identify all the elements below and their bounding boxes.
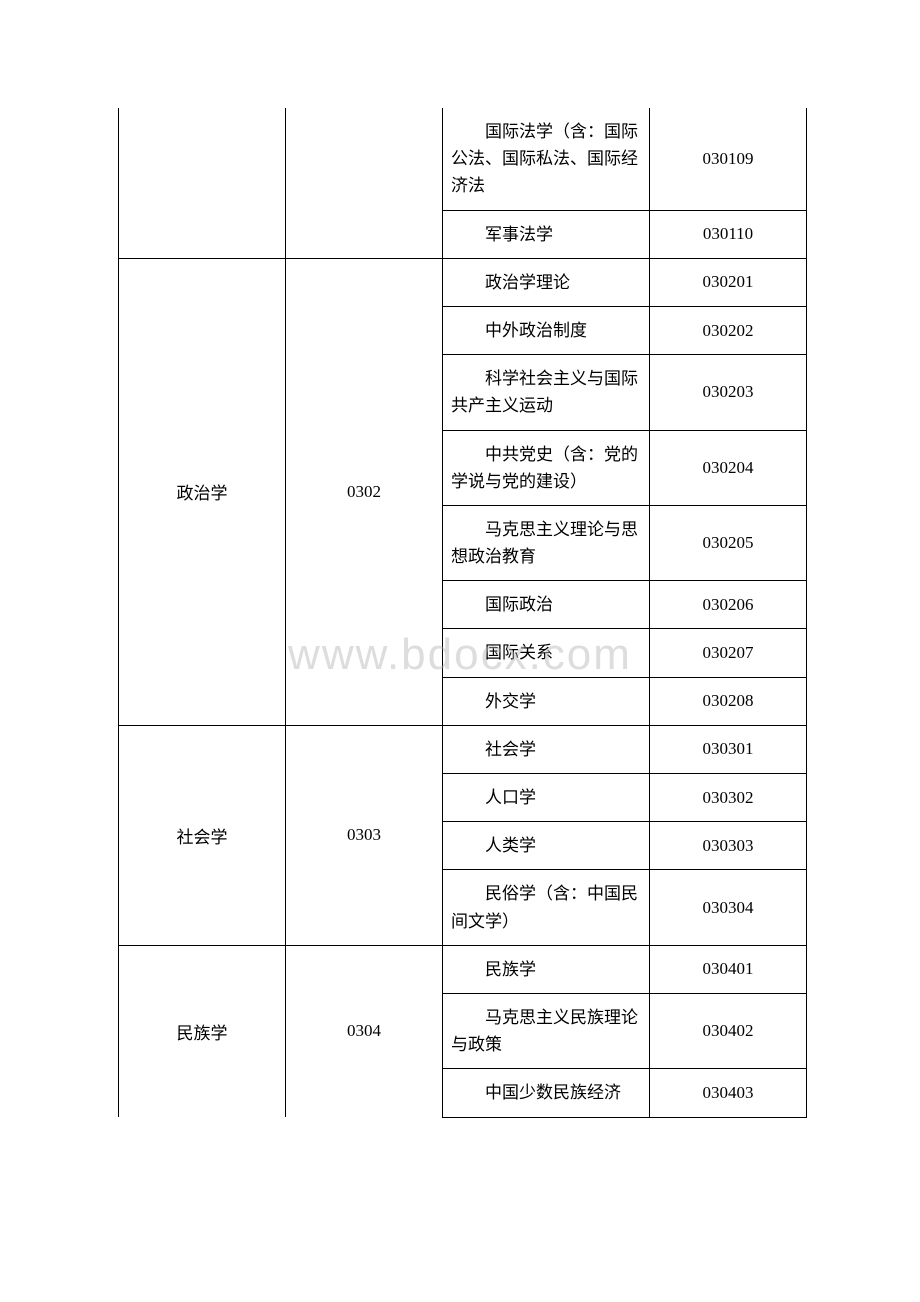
- subject-cell: 中外政治制度: [443, 306, 650, 354]
- table-row: 国际法学（含：国际公法、国际私法、国际经济法 030109: [119, 108, 807, 210]
- subject-cell: 中共党史（含：党的学说与党的建设）: [443, 430, 650, 505]
- table-row: 政治学 0302 政治学理论 030201: [119, 258, 807, 306]
- subject-cell: 民俗学（含：中国民间文学）: [443, 870, 650, 945]
- subject-cell: 马克思主义理论与思想政治教育: [443, 505, 650, 580]
- subject-cell: 民族学: [443, 945, 650, 993]
- subject-code-cell: 030202: [650, 306, 807, 354]
- subject-cell: 人类学: [443, 822, 650, 870]
- subject-code-cell: 030304: [650, 870, 807, 945]
- subject-code-cell: 030302: [650, 774, 807, 822]
- subject-cell: 马克思主义民族理论与政策: [443, 993, 650, 1068]
- subject-code-cell: 030208: [650, 677, 807, 725]
- subject-code-cell: 030401: [650, 945, 807, 993]
- subject-code-cell: 030201: [650, 258, 807, 306]
- discipline-cell: 政治学: [119, 258, 286, 725]
- subject-code-cell: 030402: [650, 993, 807, 1068]
- table-row: 民族学 0304 民族学 030401: [119, 945, 807, 993]
- discipline-cell: 社会学: [119, 725, 286, 945]
- discipline-table: 国际法学（含：国际公法、国际私法、国际经济法 030109 军事法学 03011…: [118, 108, 807, 1118]
- subject-code-cell: 030204: [650, 430, 807, 505]
- table-row: 社会学 0303 社会学 030301: [119, 725, 807, 773]
- subject-code-cell: 030109: [650, 108, 807, 210]
- discipline-code-cell: 0304: [286, 945, 443, 1117]
- subject-cell: 科学社会主义与国际共产主义运动: [443, 355, 650, 430]
- subject-code-cell: 030206: [650, 581, 807, 629]
- subject-code-cell: 030203: [650, 355, 807, 430]
- subject-code-cell: 030303: [650, 822, 807, 870]
- subject-code-cell: 030205: [650, 505, 807, 580]
- subject-cell: 军事法学: [443, 210, 650, 258]
- discipline-code-cell: 0302: [286, 258, 443, 725]
- subject-cell: 政治学理论: [443, 258, 650, 306]
- subject-code-cell: 030110: [650, 210, 807, 258]
- discipline-code-cell: 0303: [286, 725, 443, 945]
- subject-code-cell: 030207: [650, 629, 807, 677]
- discipline-cell: 民族学: [119, 945, 286, 1117]
- subject-cell: 国际政治: [443, 581, 650, 629]
- discipline-code-cell: [286, 108, 443, 258]
- subject-cell: 人口学: [443, 774, 650, 822]
- subject-code-cell: 030301: [650, 725, 807, 773]
- document-page: 国际法学（含：国际公法、国际私法、国际经济法 030109 军事法学 03011…: [0, 0, 920, 1118]
- subject-cell: 外交学: [443, 677, 650, 725]
- subject-cell: 中国少数民族经济: [443, 1069, 650, 1117]
- subject-cell: 社会学: [443, 725, 650, 773]
- subject-cell: 国际法学（含：国际公法、国际私法、国际经济法: [443, 108, 650, 210]
- subject-cell: 国际关系: [443, 629, 650, 677]
- subject-code-cell: 030403: [650, 1069, 807, 1117]
- discipline-cell: [119, 108, 286, 258]
